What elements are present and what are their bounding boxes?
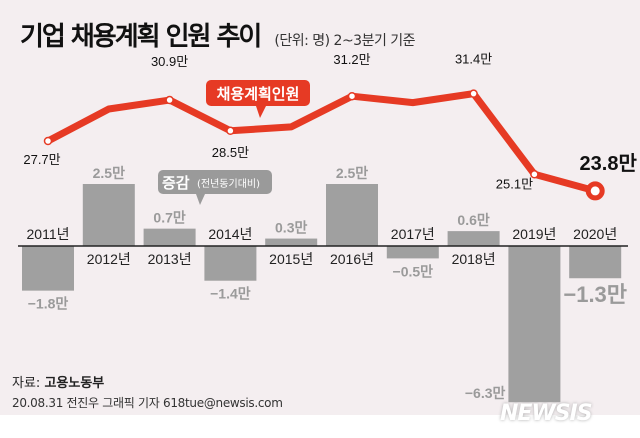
bar-label: 2.5만 <box>336 165 368 181</box>
bar-2019년 <box>508 246 561 403</box>
year-label: 2019년 <box>512 226 556 242</box>
bar-label: 0.6만 <box>457 212 489 228</box>
line-label: 23.8만 <box>580 152 638 175</box>
line-point <box>469 89 478 98</box>
bar-label: 2.5만 <box>93 165 125 181</box>
bar-2014년 <box>204 246 257 281</box>
source-name: 고용노동부 <box>44 376 105 391</box>
bar-label: −0.5만 <box>393 263 434 279</box>
line-point-end <box>585 181 605 201</box>
bar-label: −1.8만 <box>28 296 69 312</box>
bar-legend-pointer <box>196 194 205 205</box>
bar-label: −1.3만 <box>563 282 627 307</box>
line-legend-label: 채용계획인원 <box>217 85 300 103</box>
line-point <box>530 170 539 179</box>
year-label: 2014년 <box>208 226 252 242</box>
year-label: 2013년 <box>148 251 192 267</box>
bar-label: 0.3만 <box>275 220 307 236</box>
bar-2018년 <box>447 231 500 246</box>
line-label: 30.9만 <box>151 54 188 69</box>
bar-legend-bg <box>158 170 272 194</box>
bar-2016년 <box>326 184 378 246</box>
line-point <box>226 126 235 136</box>
line-label: 28.5만 <box>212 145 249 160</box>
year-label: 2017년 <box>391 226 435 242</box>
year-label: 2016년 <box>330 251 374 267</box>
line-label: 25.1만 <box>496 176 533 191</box>
year-label: 2012년 <box>87 251 131 267</box>
line-label: 27.7만 <box>23 152 60 167</box>
bar-legend-tag: 증감 (전년동기대비) <box>158 170 272 205</box>
bar-2013년 <box>143 228 196 246</box>
year-label: 2015년 <box>269 251 313 267</box>
bar-legend-label: 증감 <box>162 174 190 192</box>
year-label: 2011년 <box>27 226 70 242</box>
line-point <box>43 136 53 146</box>
bar-label: −6.3만 <box>465 385 506 401</box>
bar-2017년 <box>386 246 439 259</box>
line-series <box>46 90 597 195</box>
header: 기업 채용계획 인원 추이 (단위: 명) 2~3분기 기준 <box>20 16 416 53</box>
year-label: 2018년 <box>452 251 496 267</box>
line-point <box>347 91 357 101</box>
chart-title: 기업 채용계획 인원 추이 <box>20 22 262 52</box>
bar-legend-sublabel: (전년동기대비) <box>197 178 260 190</box>
line-label: 31.4만 <box>455 52 492 67</box>
line-label: 31.2만 <box>333 52 370 67</box>
bar-label: 0.7만 <box>153 210 185 226</box>
line-legend-pointer <box>256 106 266 118</box>
bar-label: −1.4만 <box>210 286 251 302</box>
newsis-logo: NEWSIS <box>500 401 593 426</box>
source-label: 자료: <box>12 376 41 391</box>
source: 자료: 고용노동부 <box>12 372 104 391</box>
bar-2011년 <box>22 246 74 291</box>
year-label: 2020년 <box>573 226 617 242</box>
bar-2012년 <box>82 184 135 246</box>
line-legend-tag: 채용계획인원 <box>206 80 310 118</box>
credit: 20.08.31 전진우 그래픽 기자 618tue@newsis.com <box>12 396 283 410</box>
line-point <box>165 95 174 105</box>
bar-2015년 <box>265 238 318 246</box>
line-legend-bg <box>206 80 310 106</box>
bar-2020년 <box>569 246 622 279</box>
unit-note: (단위: 명) 2~3분기 기준 <box>274 33 416 49</box>
